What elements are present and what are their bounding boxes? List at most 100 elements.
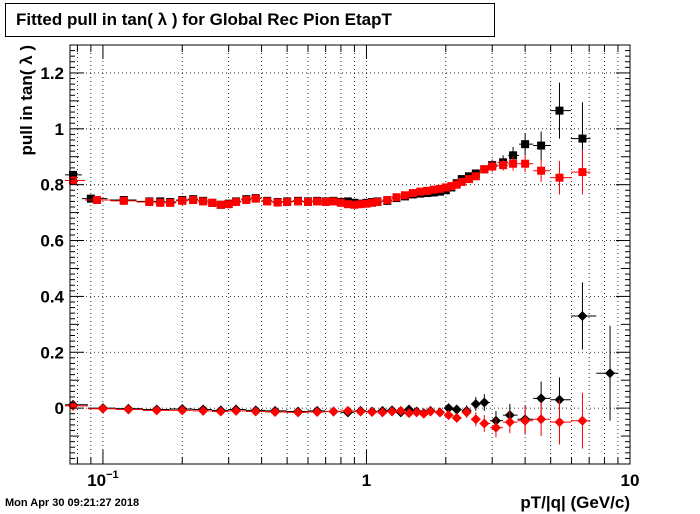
- data-point-diamond: [355, 406, 366, 417]
- data-point-square: [465, 175, 474, 184]
- data-point-square: [457, 177, 466, 186]
- data-point-square: [232, 197, 241, 206]
- data-point-diamond: [97, 403, 108, 414]
- y-tick-label: 0: [55, 399, 64, 418]
- data-point-diamond: [328, 406, 339, 417]
- y-tick-label: 0.6: [40, 232, 64, 251]
- data-point-diamond: [387, 406, 398, 417]
- data-point-square: [441, 183, 450, 192]
- data-point-square: [368, 198, 377, 207]
- footer-timestamp: Mon Apr 30 09:21:27 2018: [5, 497, 140, 509]
- data-point-square: [93, 196, 102, 205]
- data-point-square: [537, 166, 546, 175]
- data-point-square: [521, 159, 530, 168]
- tick-labels: 0 0.2 0.4 0.6 0.8 1 1.2 10−1 1 10: [40, 64, 639, 490]
- data-point-diamond: [490, 422, 501, 433]
- data-point-diamond: [123, 404, 134, 415]
- data-point-diamond: [342, 405, 353, 416]
- data-point-diamond: [536, 393, 547, 404]
- data-point-diamond: [443, 403, 454, 414]
- data-point-square: [69, 176, 78, 185]
- x-axis-title: pT/|q| (GeV/c): [520, 493, 630, 512]
- data-point-diamond: [434, 407, 445, 418]
- plot-frame: [69, 44, 631, 465]
- series-4: [65, 392, 591, 449]
- data-point-diamond: [215, 406, 226, 417]
- data-point-diamond: [312, 407, 323, 418]
- y-tick-label: 0.8: [40, 176, 64, 195]
- data-point-diamond: [554, 417, 565, 428]
- data-point-square: [69, 170, 78, 179]
- data-point-square: [423, 186, 432, 195]
- data-point-square: [480, 165, 489, 174]
- data-point-square: [447, 182, 456, 191]
- data-point-diamond: [395, 405, 406, 416]
- data-point-square: [156, 198, 165, 207]
- data-point-square: [283, 197, 292, 206]
- data-point-square: [273, 198, 282, 207]
- data-point-square: [294, 197, 303, 206]
- x-tick-label: 1: [362, 471, 371, 490]
- chart-title: Fitted pull in tan( λ ) for Global Rec P…: [5, 3, 495, 37]
- series-2: [65, 149, 591, 209]
- data-point-diamond: [151, 405, 162, 416]
- data-point-square: [329, 197, 338, 206]
- data-point-square: [537, 141, 546, 150]
- y-axis-title: pull in tan( λ ): [17, 45, 36, 156]
- grid-lines: [70, 45, 631, 465]
- data-point-square: [208, 198, 217, 207]
- data-point-square: [435, 184, 444, 193]
- data-point-diamond: [470, 414, 481, 425]
- data-point-diamond: [425, 406, 436, 417]
- data-point-square: [350, 200, 359, 209]
- y-tick-label: 1: [55, 120, 64, 139]
- data-point-square: [429, 185, 438, 194]
- data-point-square: [321, 197, 330, 206]
- data-point-square: [509, 159, 518, 168]
- data-point-square: [362, 199, 371, 208]
- data-point-square: [488, 162, 497, 171]
- data-point-square: [416, 187, 425, 196]
- data-point-square: [336, 198, 345, 207]
- data-point-diamond: [536, 414, 547, 425]
- data-point-diamond: [520, 415, 531, 426]
- series-1: [65, 82, 591, 209]
- y-tick-label: 0.2: [40, 343, 64, 362]
- data-point-square: [356, 200, 365, 209]
- data-point-diamond: [411, 407, 422, 418]
- data-point-square: [400, 191, 409, 200]
- data-point-square: [145, 197, 154, 206]
- data-series: [65, 82, 619, 449]
- data-point-square: [383, 196, 392, 205]
- data-point-square: [521, 140, 530, 149]
- data-point-diamond: [451, 404, 462, 415]
- data-point-diamond: [198, 405, 209, 416]
- data-point-square: [452, 180, 461, 189]
- data-point-diamond: [461, 407, 472, 418]
- data-point-diamond: [504, 417, 515, 428]
- data-point-square: [373, 197, 382, 206]
- data-point-square: [178, 196, 187, 205]
- data-point-square: [86, 194, 95, 203]
- data-point-diamond: [377, 407, 388, 418]
- data-point-square: [251, 194, 260, 203]
- data-point-square: [216, 200, 225, 209]
- data-point-square: [578, 134, 587, 143]
- data-point-diamond: [443, 410, 454, 421]
- data-point-square: [578, 168, 587, 177]
- y-tick-label: 1.2: [40, 64, 64, 83]
- data-point-diamond: [403, 408, 414, 419]
- x-tick-label: 10−1: [87, 469, 118, 490]
- data-point-square: [166, 198, 175, 207]
- data-point-diamond: [470, 398, 481, 409]
- data-point-square: [499, 161, 508, 170]
- data-point-diamond: [293, 407, 304, 418]
- data-point-square: [408, 189, 417, 198]
- data-point-diamond: [250, 406, 261, 417]
- data-point-square: [263, 197, 272, 206]
- data-point-diamond: [479, 397, 490, 408]
- data-point-square: [471, 172, 480, 181]
- data-point-square: [224, 200, 233, 209]
- data-point-square: [555, 106, 564, 115]
